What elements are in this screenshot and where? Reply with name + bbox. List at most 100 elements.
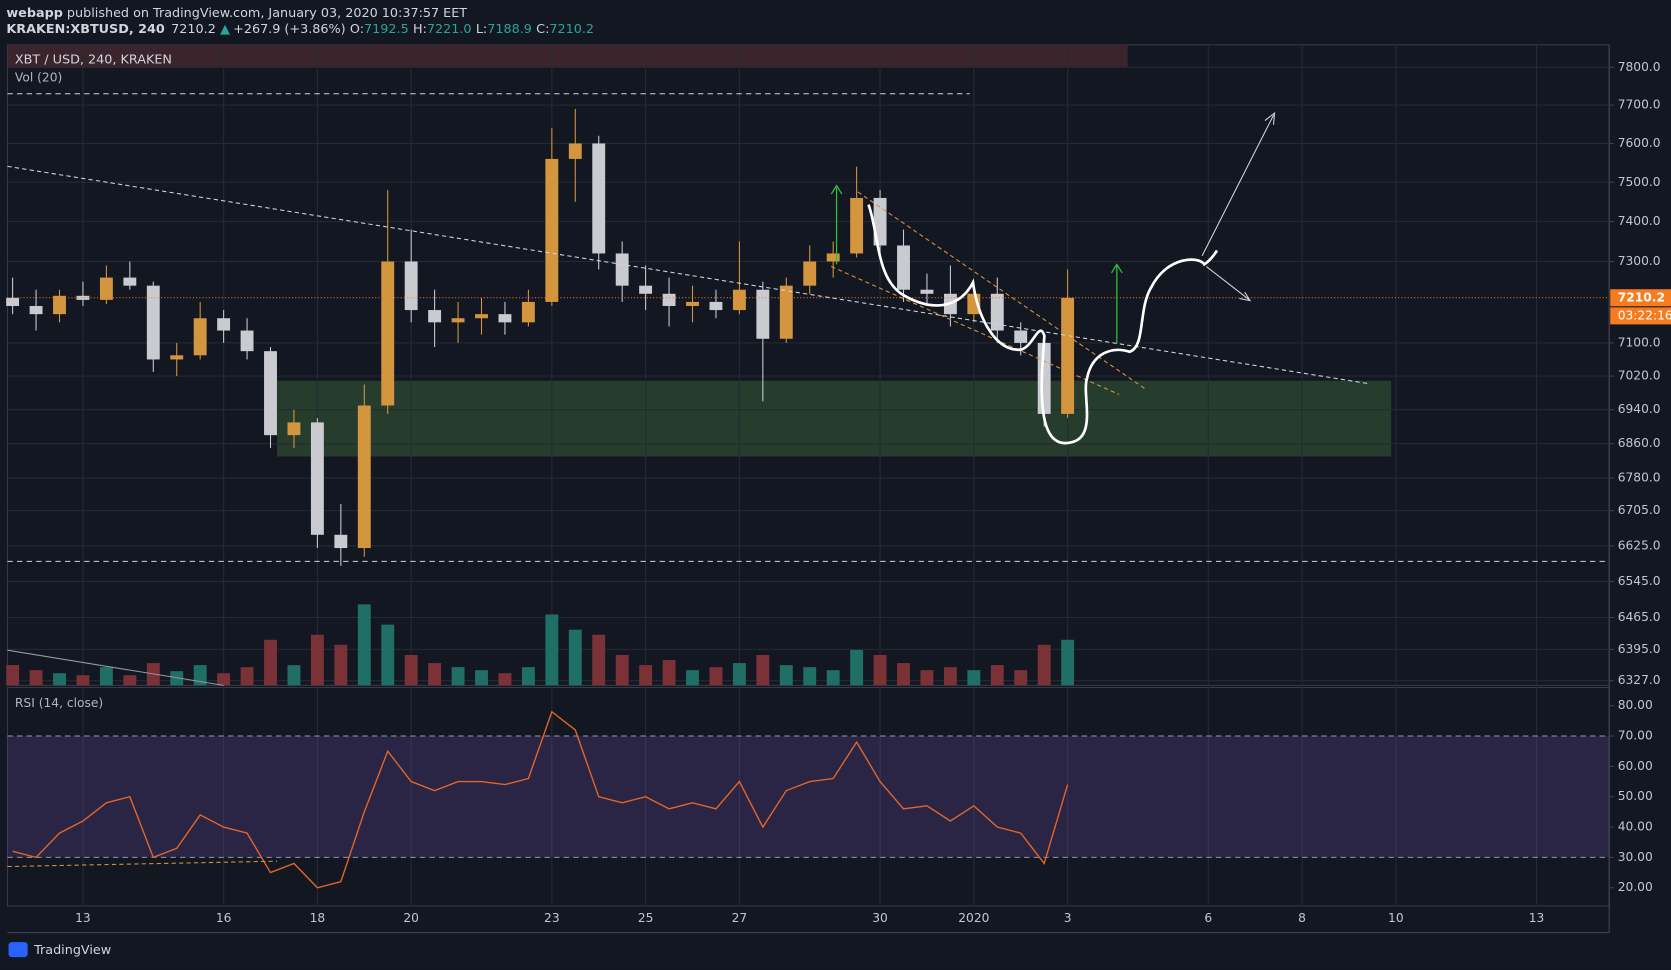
volume-bar: [662, 660, 676, 686]
candle-body: [1061, 297, 1075, 414]
volume-title: Vol (20): [15, 70, 62, 84]
volume-bar: [873, 654, 887, 686]
candle-body: [1014, 330, 1028, 343]
candle-body: [639, 285, 653, 294]
trend-line: [7, 165, 1370, 385]
y-tick-label: 60.00: [1618, 759, 1653, 773]
candle-body: [592, 143, 606, 254]
countdown-tag: [1610, 307, 1671, 325]
candle-body: [29, 305, 43, 315]
candle-body: [568, 143, 582, 159]
last: 7210.2: [171, 21, 216, 36]
l-label: L:: [476, 21, 487, 36]
candle-body: [826, 253, 840, 262]
h: 7221.0: [427, 21, 472, 36]
volume-bar: [850, 649, 864, 686]
y-tick-label: 80.00: [1618, 698, 1653, 712]
volume-bar: [615, 654, 629, 686]
y-tick-label: 6705.0: [1618, 503, 1661, 517]
candle-body: [545, 158, 559, 302]
candle-body: [498, 314, 512, 323]
volume-bar: [357, 604, 371, 686]
channel-line: [857, 191, 1146, 390]
channel-line: [831, 266, 1120, 395]
candle-body: [6, 297, 20, 306]
candle-body: [170, 355, 184, 360]
footer: TradingView: [33, 943, 111, 958]
volume-bar: [6, 665, 20, 686]
candle-body: [850, 197, 864, 254]
volume-bar: [99, 667, 113, 686]
candle-body: [287, 422, 301, 436]
volume-bar: [1014, 670, 1028, 686]
y-tick-label: 6465.0: [1618, 610, 1661, 624]
volume-bar: [475, 670, 488, 686]
candle-body: [756, 289, 770, 339]
volume-bar: [592, 634, 606, 686]
y-tick-label: 6860.0: [1618, 436, 1661, 450]
volume-bar: [943, 667, 957, 686]
x-tick-label: 6: [1204, 911, 1212, 925]
candle-body: [310, 422, 324, 535]
freehand: [867, 204, 1219, 445]
volume-bar: [803, 667, 817, 686]
y-tick-label: 6545.0: [1618, 574, 1661, 588]
y-tick-label: 7300.0: [1618, 254, 1661, 268]
candle-body: [662, 293, 676, 306]
candle-body: [123, 277, 137, 286]
candle-body: [334, 534, 348, 549]
published: published on TradingView.com, January 03…: [63, 5, 467, 20]
volume-bar: [498, 673, 512, 686]
arrow: ▲: [220, 21, 230, 36]
candle-body: [146, 285, 160, 360]
y-tick-label: 70.00: [1618, 729, 1653, 743]
volume-bar: [264, 639, 277, 686]
y-tick-label: 7400.0: [1618, 214, 1661, 228]
volume-bar: [639, 665, 653, 686]
candle-body: [76, 295, 90, 300]
volume-bar: [381, 624, 395, 686]
volume-bar: [193, 665, 207, 686]
price-tag: [1610, 289, 1671, 307]
countdown-label: 03:22:16: [1618, 308, 1671, 322]
candle-body: [381, 261, 395, 406]
x-tick-label: 13: [75, 911, 91, 925]
candle-body: [709, 301, 723, 311]
y-tick-label: 50.00: [1618, 789, 1653, 803]
y-tick-label: 6327.0: [1618, 673, 1661, 687]
l: 7188.9: [487, 21, 532, 36]
candle-body: [615, 253, 629, 286]
volume-bar: [170, 671, 184, 686]
volume-bar: [521, 667, 535, 686]
volume-bar: [29, 670, 43, 686]
volume-bar: [1037, 644, 1051, 686]
y-tick-label: 7500.0: [1618, 175, 1661, 189]
x-tick-label: 23: [544, 911, 560, 925]
volume-bar: [287, 665, 301, 686]
candle-body: [217, 318, 231, 331]
y-tick-label: 40.00: [1618, 820, 1653, 834]
volume-bar: [404, 654, 418, 686]
symbol: KRAKEN:XBTUSD, 240: [6, 21, 164, 36]
rsi-line: [12, 710, 1069, 889]
c-label: C:: [536, 21, 549, 36]
h-label: H:: [413, 21, 427, 36]
arrow: [1110, 263, 1123, 344]
candle-body: [451, 318, 465, 323]
y-tick-label: 6625.0: [1618, 538, 1661, 552]
header-line: webapp published on TradingView.com, Jan…: [6, 5, 467, 20]
volume-bar: [990, 665, 1004, 686]
x-tick-label: 27: [732, 911, 748, 925]
zone: [277, 380, 1392, 457]
candle-body: [264, 351, 277, 436]
arrow: [1201, 111, 1276, 257]
volume-bar: [967, 670, 981, 686]
volume-bar: [53, 673, 66, 686]
volume-bar: [1061, 639, 1075, 686]
rsi-trend: [7, 860, 278, 868]
candle-body: [404, 261, 418, 311]
candle-body: [428, 310, 442, 323]
volume-bar: [732, 663, 746, 686]
author: webapp: [6, 5, 62, 20]
